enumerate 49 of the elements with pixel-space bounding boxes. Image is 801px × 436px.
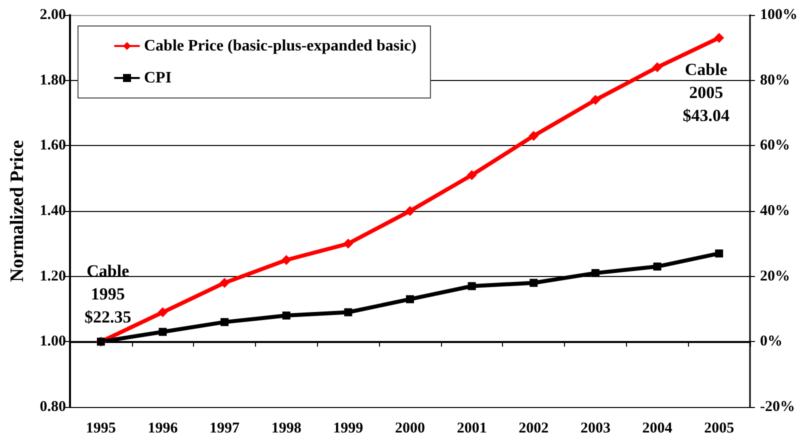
point (715, 249, 724, 258)
point (220, 318, 229, 326)
point (530, 278, 538, 287)
point (591, 269, 600, 278)
point (220, 278, 230, 288)
point (714, 32, 724, 43)
y-tick-label: 0.80 (40, 399, 66, 415)
point (158, 328, 167, 336)
point (281, 255, 292, 265)
y-tick-label: 1.00 (40, 334, 66, 350)
y-tick-label: 1.20 (40, 268, 66, 284)
y-axis-title: Normalized Price (7, 140, 28, 282)
x-tick-label: 1996 (148, 420, 178, 436)
x-tick-label: 1998 (271, 420, 302, 436)
point (282, 312, 290, 320)
x-tick-label: 2004 (642, 420, 673, 436)
point (590, 94, 600, 105)
annotation: Cable 2005 $43.04 (682, 60, 730, 125)
point (158, 307, 168, 318)
point (466, 170, 477, 180)
legend-label: Cable Price (basic-plus-expanded basic) (144, 38, 416, 54)
x-tick-label: 2000 (395, 420, 425, 436)
point (406, 295, 414, 304)
legend-label: CPI (144, 70, 172, 86)
x-tick-label: 2002 (518, 420, 549, 436)
point (344, 308, 352, 316)
x-tick-label: 2003 (580, 420, 610, 436)
x-tick-label: 2001 (456, 420, 487, 436)
y-tick-label: 1.60 (40, 138, 66, 154)
point (343, 238, 354, 249)
x-tick-label: 2005 (704, 420, 734, 436)
y2-tick-label: 60% (760, 138, 790, 154)
point (652, 62, 662, 72)
x-tick-label: 1995 (86, 420, 116, 436)
y2-tick-label: 20% (760, 268, 790, 284)
y2-tick-label: 40% (760, 203, 790, 219)
x-tick-label: 1997 (210, 420, 240, 436)
point (653, 262, 662, 271)
y-tick-label: 1.80 (40, 72, 66, 88)
y-tick-label: 2.00 (40, 7, 66, 23)
y-tick-label: 1.40 (40, 203, 66, 219)
y2-tick-label: -20% (760, 399, 795, 415)
point (468, 282, 476, 290)
point (405, 206, 415, 216)
point (528, 130, 539, 141)
x-tick-label: 1999 (333, 420, 364, 436)
y2-tick-label: 80% (760, 72, 790, 88)
y2-tick-label: 0% (760, 334, 782, 350)
y2-tick-label: 100% (760, 7, 798, 23)
